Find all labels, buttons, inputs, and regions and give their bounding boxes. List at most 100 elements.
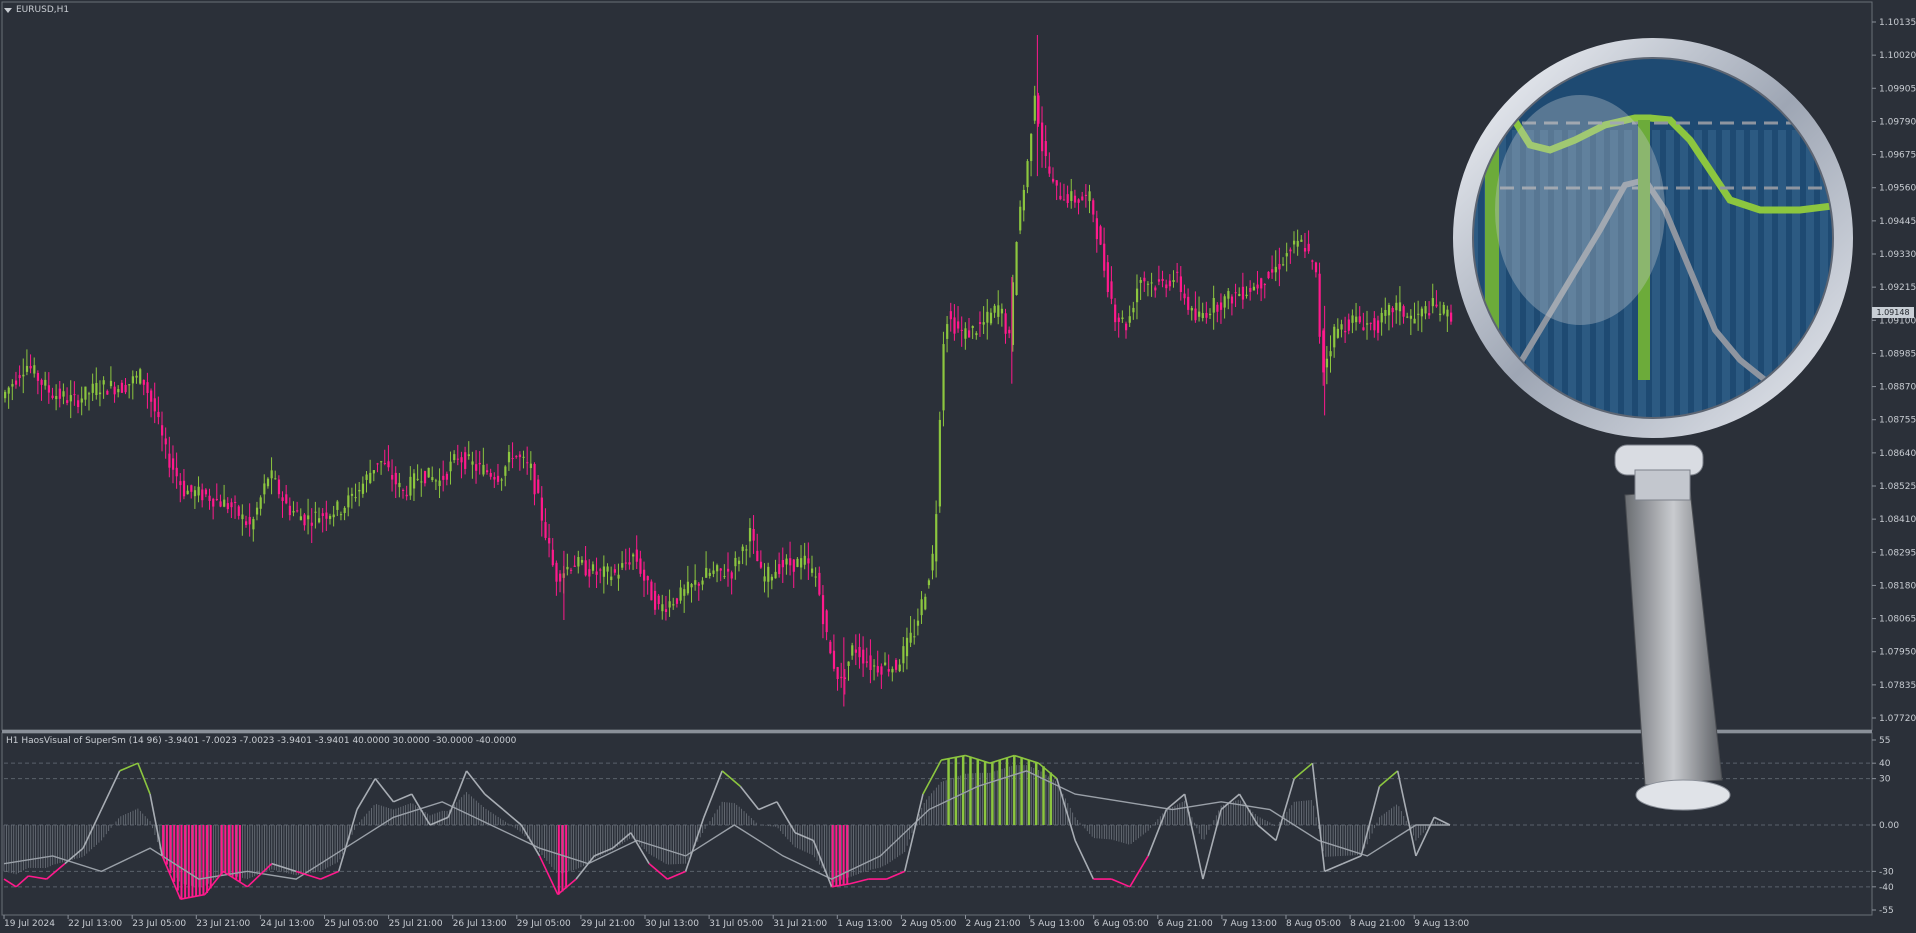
candle-body	[1380, 312, 1383, 323]
candle-body	[544, 522, 547, 538]
candle-body	[902, 646, 905, 664]
candle-body	[4, 391, 7, 399]
candle-body	[416, 478, 419, 480]
time-axis[interactable]: 19 Jul 2024 22 Jul 13:00 23 Jul 05:00 23 Ju…	[3, 915, 1469, 929]
candle-body	[935, 514, 938, 562]
candle-body	[1402, 306, 1405, 317]
candle-body	[36, 372, 40, 381]
bear-bar	[176, 825, 179, 891]
candle-body	[873, 665, 876, 667]
candle-body	[423, 471, 427, 484]
symbol-label: EURUSD,H1	[16, 5, 70, 15]
candle-body	[7, 387, 10, 394]
candle-body	[95, 382, 98, 396]
candle-body	[1121, 317, 1124, 320]
candle-body	[1143, 277, 1146, 282]
candle-body	[1157, 279, 1161, 282]
candle-body	[1187, 296, 1190, 310]
fast-line-segment	[612, 832, 632, 849]
lens-bar	[1694, 130, 1702, 423]
candle-body	[486, 470, 489, 473]
candle-body	[1198, 311, 1201, 317]
candle-body	[1030, 133, 1033, 162]
fast-line-segment	[429, 816, 449, 826]
candle-body	[478, 462, 481, 465]
lens-bar	[1666, 130, 1674, 423]
bull-bar	[1042, 766, 1045, 825]
candle-body	[1073, 195, 1077, 203]
candle-body	[1409, 315, 1413, 319]
candle-body	[361, 483, 365, 494]
fast-line-segment	[502, 808, 522, 826]
candle-body	[1296, 240, 1299, 247]
candle-body	[131, 376, 135, 384]
candle-body	[299, 516, 302, 521]
time-label: 9 Aug 13:00	[1414, 919, 1469, 929]
candle-body	[953, 317, 956, 334]
time-label: 2 Aug 21:00	[966, 919, 1021, 929]
bear-bar	[835, 825, 838, 887]
candle-body	[876, 666, 879, 673]
bear-bar	[195, 825, 198, 897]
candle-body	[186, 490, 189, 495]
fast-line-segment	[922, 759, 942, 795]
bear-bar	[187, 825, 190, 898]
candle-body	[632, 554, 635, 557]
bull-bar	[1034, 762, 1038, 825]
bull-bar	[991, 762, 994, 825]
fast-line-segment	[831, 882, 851, 888]
candle-body	[204, 489, 208, 495]
candle-body	[150, 390, 153, 402]
candle-body	[310, 522, 313, 526]
candle-body	[376, 463, 379, 465]
fast-line-segment	[575, 855, 595, 880]
fast-line-segment	[161, 855, 182, 900]
candle-body	[1051, 178, 1055, 182]
current-price-tag: 1.09148	[1872, 307, 1914, 318]
fast-line-segment	[411, 793, 431, 826]
candle-body	[942, 344, 945, 411]
candle-body	[234, 502, 237, 504]
fast-line-segment	[1038, 762, 1058, 780]
candle-body	[938, 419, 941, 507]
price-label: 1.08295	[1879, 548, 1916, 558]
candlesticks	[4, 34, 1453, 707]
candle-body	[73, 394, 76, 396]
candle-body	[1146, 283, 1150, 285]
bear-bar	[238, 825, 241, 882]
candle-body	[1150, 282, 1153, 284]
candle-body	[212, 498, 215, 507]
fast-line-segment	[1433, 816, 1451, 826]
candle-body	[1081, 196, 1084, 201]
candle-body	[1333, 326, 1336, 348]
candle-body	[328, 515, 332, 519]
candle-body	[347, 495, 350, 508]
candle-body	[909, 632, 912, 643]
symbol-menu-button[interactable]: EURUSD,H1	[4, 3, 69, 17]
candle-body	[252, 519, 255, 530]
candle-body	[475, 464, 478, 471]
price-axis[interactable]: 1.10135 1.10020 1.09905 1.09790 1.09675 1.095…	[1872, 18, 1916, 724]
price-label: 1.09445	[1879, 217, 1916, 227]
candle-body	[201, 489, 204, 501]
bear-bar	[162, 825, 165, 856]
candle-body	[1344, 331, 1347, 333]
fast-line-segment	[703, 770, 723, 818]
candle-body	[792, 559, 795, 572]
candle-body	[1391, 307, 1394, 313]
candle-body	[650, 581, 653, 601]
fast-line-segment	[1311, 763, 1326, 872]
candle-body	[77, 400, 80, 408]
candle-body	[1161, 278, 1164, 281]
candle-body	[1165, 284, 1168, 289]
candle-body	[1373, 318, 1376, 331]
bear-bar	[202, 825, 205, 896]
candle-body	[124, 384, 127, 393]
candle-body	[1092, 200, 1095, 215]
fast-line-segment	[1257, 824, 1277, 842]
candle-body	[624, 562, 627, 564]
price-label: 1.10020	[1879, 51, 1916, 61]
candle-body	[325, 512, 328, 519]
